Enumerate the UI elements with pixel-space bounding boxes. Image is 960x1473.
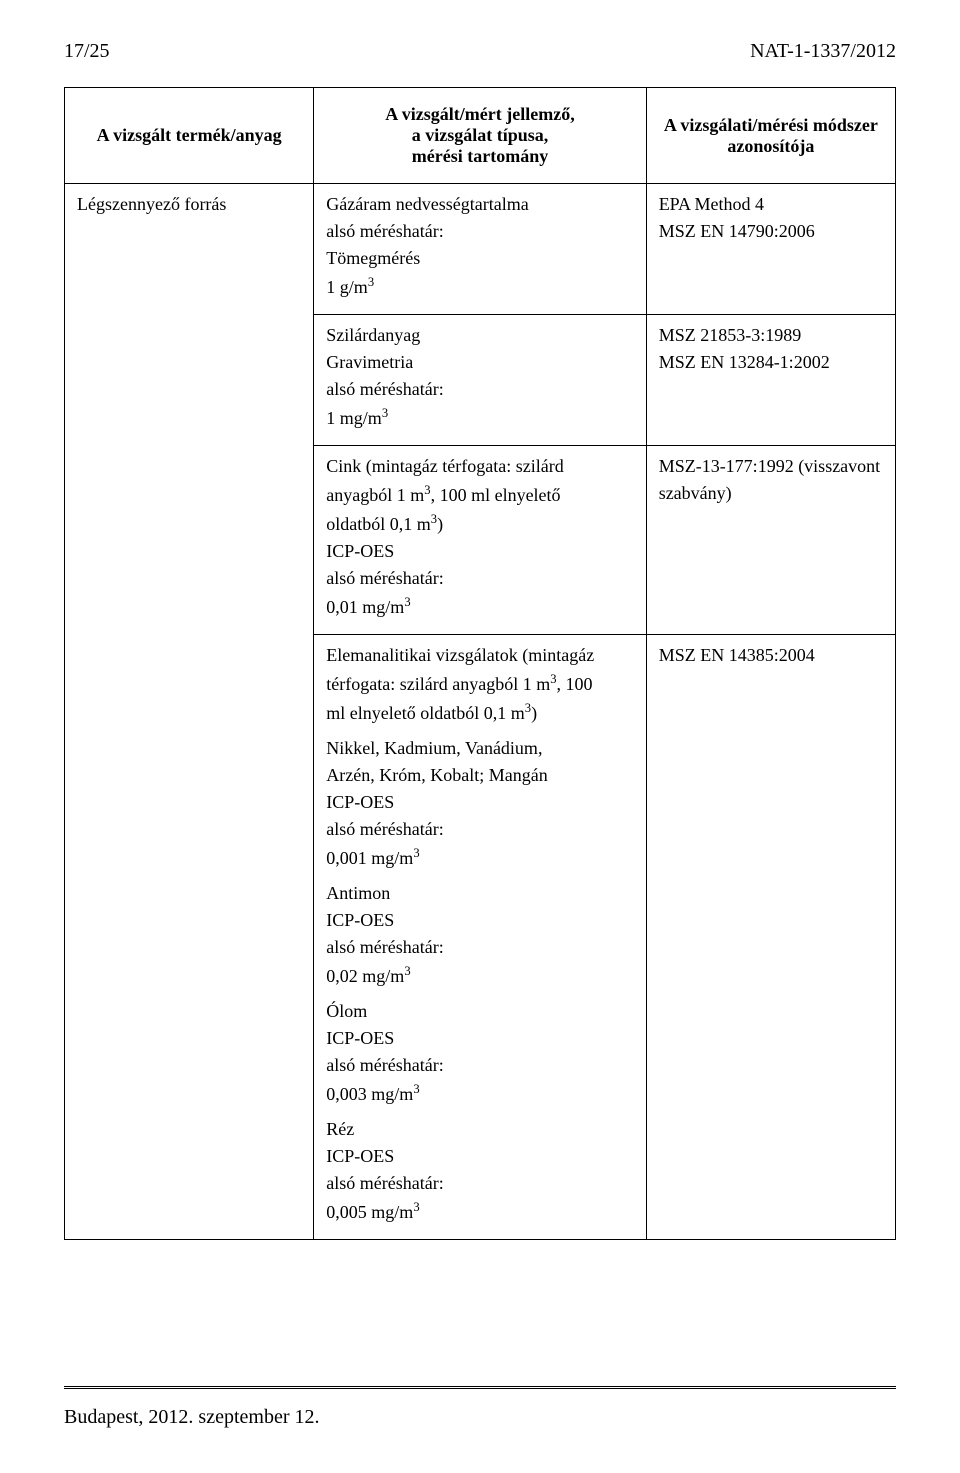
text-line: Réz xyxy=(326,1119,633,1140)
table-header-row: A vizsgált termék/anyag A vizsgált/mért … xyxy=(65,88,896,184)
text-line: Elemanalitikai vizsgálatok (mintagáz xyxy=(326,645,633,666)
value: , 100 xyxy=(557,674,593,694)
text-line: MSZ-13-177:1992 (visszavont xyxy=(659,456,883,477)
cell-property: Cink (mintagáz térfogata: szilárd anyagb… xyxy=(314,446,646,635)
text-line: 1 g/m3 xyxy=(326,275,633,298)
text-line: térfogata: szilárd anyagból 1 m3, 100 xyxy=(326,672,633,695)
text-line: Gázáram nedvességtartalma xyxy=(326,194,633,215)
text-line: oldatból 0,1 m3) xyxy=(326,512,633,535)
text-line: 0,005 mg/m3 xyxy=(326,1200,633,1223)
text-line: Arzén, Króm, Kobalt; Mangán xyxy=(326,765,633,786)
col-header-product: A vizsgált termék/anyag xyxy=(65,88,314,184)
cell-product: Légszennyező forrás xyxy=(65,184,314,1240)
col2-line1: A vizsgált/mért jellemző, xyxy=(385,104,574,124)
page-header: 17/25 NAT-1-1337/2012 xyxy=(64,40,896,63)
value: 1 g/m xyxy=(326,277,368,297)
text-line: alsó méréshatár: xyxy=(326,1173,633,1194)
value: 0,01 mg/m xyxy=(326,597,404,617)
cell-method: MSZ EN 14385:2004 xyxy=(646,635,895,1240)
text-line: Tömegmérés xyxy=(326,248,633,269)
text-line: Szilárdanyag xyxy=(326,325,633,346)
value: ) xyxy=(531,703,537,723)
col3-line1: A vizsgálati/mérési módszer xyxy=(664,115,878,135)
text-line: anyagból 1 m3, 100 ml elnyelető xyxy=(326,483,633,506)
value: 0,005 mg/m xyxy=(326,1202,413,1222)
exponent: 3 xyxy=(413,1200,419,1214)
value: oldatból 0,1 m xyxy=(326,514,431,534)
doc-id: NAT-1-1337/2012 xyxy=(750,40,896,63)
value: ) xyxy=(437,514,443,534)
text-line: 0,02 mg/m3 xyxy=(326,964,633,987)
text-line: alsó méréshatár: xyxy=(326,1055,633,1076)
text-line: Nikkel, Kadmium, Vanádium, xyxy=(326,738,633,759)
value: 0,001 mg/m xyxy=(326,848,413,868)
page: NAT 17/25 NAT-1-1337/2012 A vizsgált ter… xyxy=(0,0,960,1473)
value: 0,003 mg/m xyxy=(326,1084,413,1104)
text-line: EPA Method 4 xyxy=(659,194,883,215)
text-line: ICP-OES xyxy=(326,1146,633,1167)
text-line: Antimon xyxy=(326,883,633,904)
cell-property: Elemanalitikai vizsgálatok (mintagáz tér… xyxy=(314,635,646,1240)
text-line: ml elnyelető oldatból 0,1 m3) xyxy=(326,701,633,724)
value: anyagból 1 m xyxy=(326,485,424,505)
text-line: alsó méréshatár: xyxy=(326,379,633,400)
value: , 100 ml elnyelető xyxy=(431,485,561,505)
exponent: 3 xyxy=(413,846,419,860)
text-line: 0,003 mg/m3 xyxy=(326,1082,633,1105)
exponent: 3 xyxy=(404,964,410,978)
text-line: alsó méréshatár: xyxy=(326,221,633,242)
text-line: 1 mg/m3 xyxy=(326,406,633,429)
exponent: 3 xyxy=(368,275,374,289)
footer-rule xyxy=(64,1386,896,1389)
footer-date: Budapest, 2012. szeptember 12. xyxy=(64,1406,320,1429)
col-header-method: A vizsgálati/mérési módszer azonosítója xyxy=(646,88,895,184)
text-line: szabvány) xyxy=(659,483,883,504)
cell-property: Gázáram nedvességtartalma alsó méréshatá… xyxy=(314,184,646,315)
exponent: 3 xyxy=(404,595,410,609)
text-line: MSZ EN 14790:2006 xyxy=(659,221,883,242)
value: 0,02 mg/m xyxy=(326,966,404,986)
col3-line2: azonosítója xyxy=(727,136,814,156)
text-line: 0,001 mg/m3 xyxy=(326,846,633,869)
value: 1 mg/m xyxy=(326,408,382,428)
text-line: alsó méréshatár: xyxy=(326,937,633,958)
cell-method: MSZ 21853-3:1989 MSZ EN 13284-1:2002 xyxy=(646,315,895,446)
text-line: Ólom xyxy=(326,1001,633,1022)
exponent: 3 xyxy=(413,1082,419,1096)
text-line: ICP-OES xyxy=(326,910,633,931)
exponent: 3 xyxy=(382,406,388,420)
table-row: Légszennyező forrás Gázáram nedvességtar… xyxy=(65,184,896,315)
text-line: alsó méréshatár: xyxy=(326,819,633,840)
text-line: ICP-OES xyxy=(326,1028,633,1049)
value: térfogata: szilárd anyagból 1 m xyxy=(326,674,550,694)
text-line: 0,01 mg/m3 xyxy=(326,595,633,618)
accreditation-table: A vizsgált termék/anyag A vizsgált/mért … xyxy=(64,87,896,1240)
text-line: Gravimetria xyxy=(326,352,633,373)
text-line: ICP-OES xyxy=(326,541,633,562)
col-header-property: A vizsgált/mért jellemző, a vizsgálat tí… xyxy=(314,88,646,184)
cell-method: MSZ-13-177:1992 (visszavont szabvány) xyxy=(646,446,895,635)
text-line: Cink (mintagáz térfogata: szilárd xyxy=(326,456,633,477)
text-line: MSZ EN 13284-1:2002 xyxy=(659,352,883,373)
col2-line3: mérési tartomány xyxy=(412,146,548,166)
text-line: MSZ 21853-3:1989 xyxy=(659,325,883,346)
page-number: 17/25 xyxy=(64,40,110,63)
text-line: MSZ EN 14385:2004 xyxy=(659,645,883,666)
cell-method: EPA Method 4 MSZ EN 14790:2006 xyxy=(646,184,895,315)
value: ml elnyelető oldatból 0,1 m xyxy=(326,703,524,723)
text-line: alsó méréshatár: xyxy=(326,568,633,589)
col2-line2: a vizsgálat típusa, xyxy=(412,125,549,145)
text-line: ICP-OES xyxy=(326,792,633,813)
cell-property: Szilárdanyag Gravimetria alsó méréshatár… xyxy=(314,315,646,446)
